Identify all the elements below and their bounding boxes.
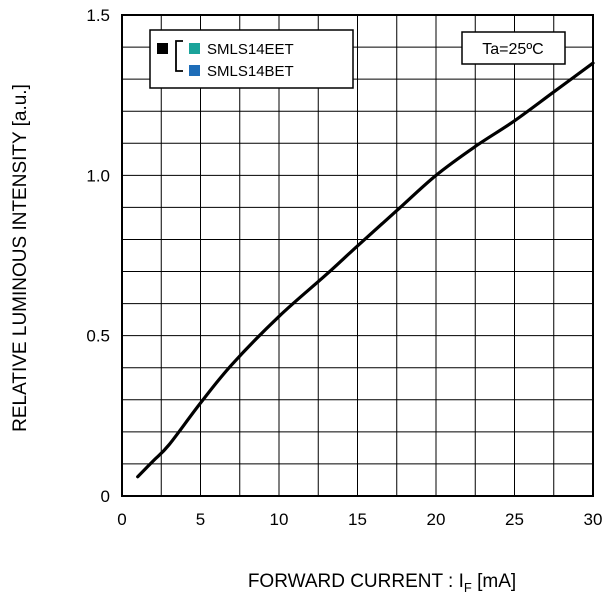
series-line	[136, 61, 595, 479]
x-tick-label: 30	[584, 510, 603, 529]
plot-frame	[121, 14, 594, 497]
legend: SMLS14EET SMLS14BET	[149, 29, 354, 89]
x-axis-title-unit: [mA]	[472, 571, 516, 592]
legend-bracket	[175, 40, 183, 72]
y-axis-title: RELATIVE LUMINOUS INTENSITY [a.u.]	[10, 84, 31, 432]
x-tick-label: 0	[117, 510, 126, 529]
x-axis-title: FORWARD CURRENT : IF [mA]	[248, 571, 516, 595]
series-layer	[136, 61, 595, 479]
tick-labels: 0 5 10 15 20 25 30 0 0.5 1.0 1.5	[86, 6, 602, 529]
y-tick-label: 0	[101, 487, 110, 506]
grid	[122, 15, 593, 496]
x-axis-title-main: FORWARD CURRENT : I	[248, 571, 464, 592]
x-axis-title-subscript: F	[464, 580, 472, 595]
condition-label: Ta=25ºC	[482, 41, 543, 58]
x-tick-label: 10	[270, 510, 289, 529]
x-tick-label: 15	[348, 510, 367, 529]
condition-frame	[461, 31, 566, 65]
legend-label-smls14bet: SMLS14BET	[207, 63, 294, 80]
x-tick-label: 20	[427, 510, 446, 529]
x-tick-label: 25	[505, 510, 524, 529]
y-tick-label: 0.5	[86, 327, 110, 346]
legend-label-smls14eet: SMLS14EET	[207, 41, 294, 58]
condition-box: Ta=25ºC	[461, 31, 566, 65]
y-tick-label: 1.5	[86, 6, 110, 25]
legend-swatch-smls14bet	[189, 65, 200, 76]
legend-group-marker	[157, 43, 168, 54]
y-tick-label: 1.0	[86, 166, 110, 185]
legend-box	[149, 29, 354, 89]
x-tick-label: 5	[196, 510, 205, 529]
legend-swatch-smls14eet	[189, 43, 200, 54]
